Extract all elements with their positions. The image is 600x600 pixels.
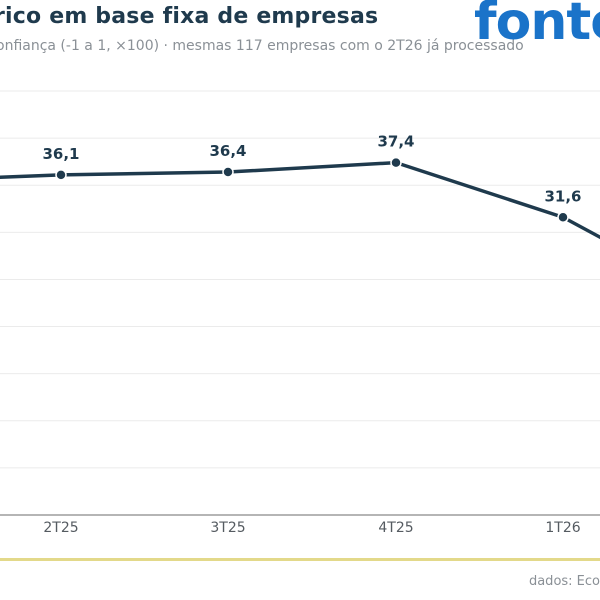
- data-label: 36,4: [209, 142, 246, 160]
- source-note: dados: Eco: [528, 574, 600, 589]
- chart-title: rico em base fixa de empresas: [0, 4, 379, 29]
- data-point: [222, 166, 234, 178]
- data-point: [55, 169, 67, 181]
- gridlines: [0, 90, 600, 469]
- chart-subtitle: onfiança (-1 a 1, ×100) · mesmas 117 emp…: [0, 38, 524, 54]
- data-label: 37,4: [377, 133, 414, 151]
- data-label: 31,6: [544, 187, 581, 205]
- brand-logo: fonte: [474, 0, 600, 52]
- series-line: [0, 160, 600, 240]
- series-layer: [0, 156, 600, 240]
- data-point: [557, 211, 569, 224]
- x-tick-label: 4T25: [378, 520, 413, 536]
- x-tick-label: 2T25: [43, 520, 78, 536]
- data-label: 36,1: [42, 145, 79, 163]
- x-tick-layer: 2T25 3T25 4T25 1T26: [43, 520, 580, 536]
- data-label-layer: 36,1 36,4 37,4 31,6: [42, 133, 581, 206]
- accent-rule: [0, 558, 600, 561]
- data-point: [390, 156, 402, 169]
- x-tick-label: 3T25: [210, 520, 245, 536]
- x-tick-label: 1T26: [545, 520, 580, 536]
